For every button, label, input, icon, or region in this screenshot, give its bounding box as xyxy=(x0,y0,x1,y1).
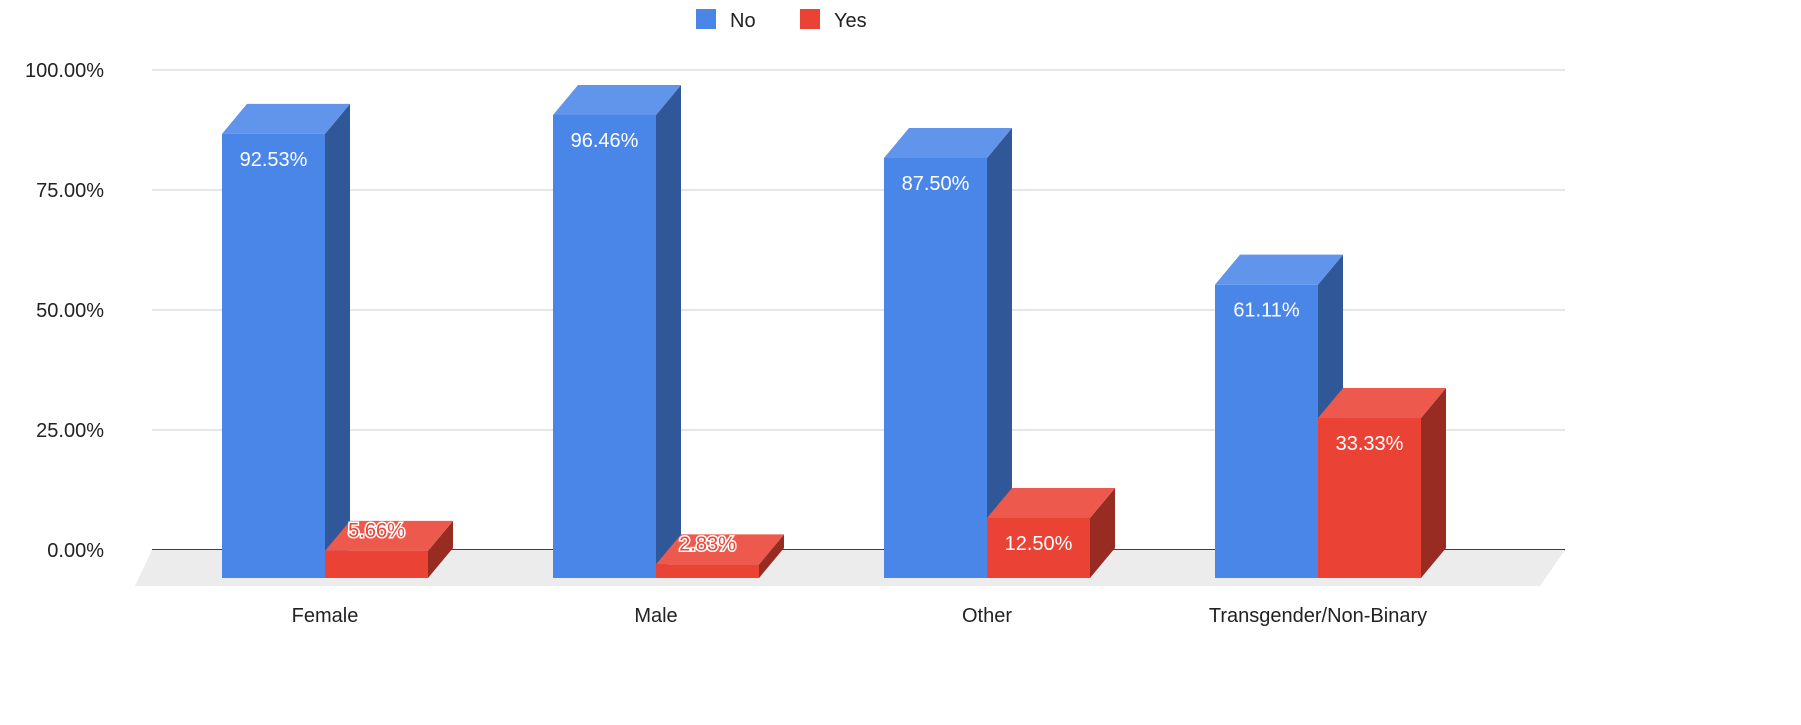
bar-top-face xyxy=(222,103,350,134)
bar-side-face xyxy=(428,520,453,578)
bar-top-face xyxy=(1215,254,1343,285)
bar-front-face xyxy=(987,518,1090,578)
x-tick-label: Male xyxy=(634,605,677,627)
bar-front-face xyxy=(656,564,759,578)
bar-front-face xyxy=(222,133,325,578)
bar-top-face xyxy=(553,84,681,115)
legend-item[interactable]: No xyxy=(696,9,756,32)
y-tick-label: 100.00% xyxy=(25,60,104,82)
legend-label: Yes xyxy=(834,10,867,32)
data-label: 12.50% xyxy=(1005,533,1073,555)
bar-group: 87.50% 12.50% xyxy=(884,128,1115,578)
bars: 92.53% 5.66% 96.46% 2.83% 87.50% 12.50% 61.11%… xyxy=(222,84,1446,578)
bar-side-face xyxy=(656,84,681,578)
bar-group: 61.11% 33.33% xyxy=(1215,254,1446,578)
bar-yes: 33.33% xyxy=(1318,388,1446,578)
legend-swatch xyxy=(800,9,820,29)
legend-item[interactable]: Yes xyxy=(800,9,867,32)
bar-yes: 12.50% xyxy=(987,488,1115,578)
data-label: 5.66% xyxy=(348,520,405,542)
data-label: 2.83% xyxy=(679,533,736,555)
x-tick-label: Other xyxy=(962,605,1012,627)
data-label: 87.50% xyxy=(902,173,970,195)
bar-front-face xyxy=(1215,284,1318,578)
y-tick-label: 0.00% xyxy=(47,540,104,562)
legend-label: No xyxy=(730,10,756,32)
legend: No Yes xyxy=(696,9,867,32)
bar-side-face xyxy=(987,128,1012,578)
bar-top-face xyxy=(325,520,453,551)
legend-swatch xyxy=(696,9,716,29)
x-tick-label: Transgender/Non-Binary xyxy=(1209,605,1427,627)
bar-top-face xyxy=(987,488,1115,518)
bar-yes: 5.66% xyxy=(325,518,453,578)
bar-front-face xyxy=(1318,418,1421,578)
y-tick-label: 75.00% xyxy=(36,180,104,202)
bar-group: 92.53% 5.66% xyxy=(222,103,453,578)
bar-front-face xyxy=(325,550,428,578)
data-label: 33.33% xyxy=(1336,433,1404,455)
bar-side-face xyxy=(1421,388,1446,578)
bar-group: 96.46% 2.83% xyxy=(553,84,784,578)
bar-no: 96.46% xyxy=(553,84,681,578)
bar-yes: 2.83% xyxy=(656,532,784,578)
bar-side-face xyxy=(325,103,350,578)
bar-top-face xyxy=(656,534,784,565)
bar-no: 87.50% xyxy=(884,128,1012,578)
data-label: 61.11% xyxy=(1233,300,1300,322)
floor-plane xyxy=(135,550,1565,586)
bar-top-face xyxy=(1318,388,1446,419)
bar-front-face xyxy=(553,114,656,578)
x-axis: Female Male Other Transgender/Non-Binary xyxy=(292,605,1427,627)
chart-floor xyxy=(135,550,1565,586)
y-axis: 0.00% 25.00% 50.00% 75.00% 100.00% xyxy=(25,60,104,562)
bar-no: 92.53% xyxy=(222,103,350,578)
y-tick-label: 25.00% xyxy=(36,420,104,442)
bar-front-face xyxy=(884,158,987,578)
y-tick-label: 50.00% xyxy=(36,300,104,322)
x-tick-label: Female xyxy=(292,605,359,627)
data-label: 96.46% xyxy=(571,130,639,152)
data-label: 92.53% xyxy=(240,149,308,171)
bar-side-face xyxy=(759,534,784,578)
bar-top-face xyxy=(884,128,1012,158)
